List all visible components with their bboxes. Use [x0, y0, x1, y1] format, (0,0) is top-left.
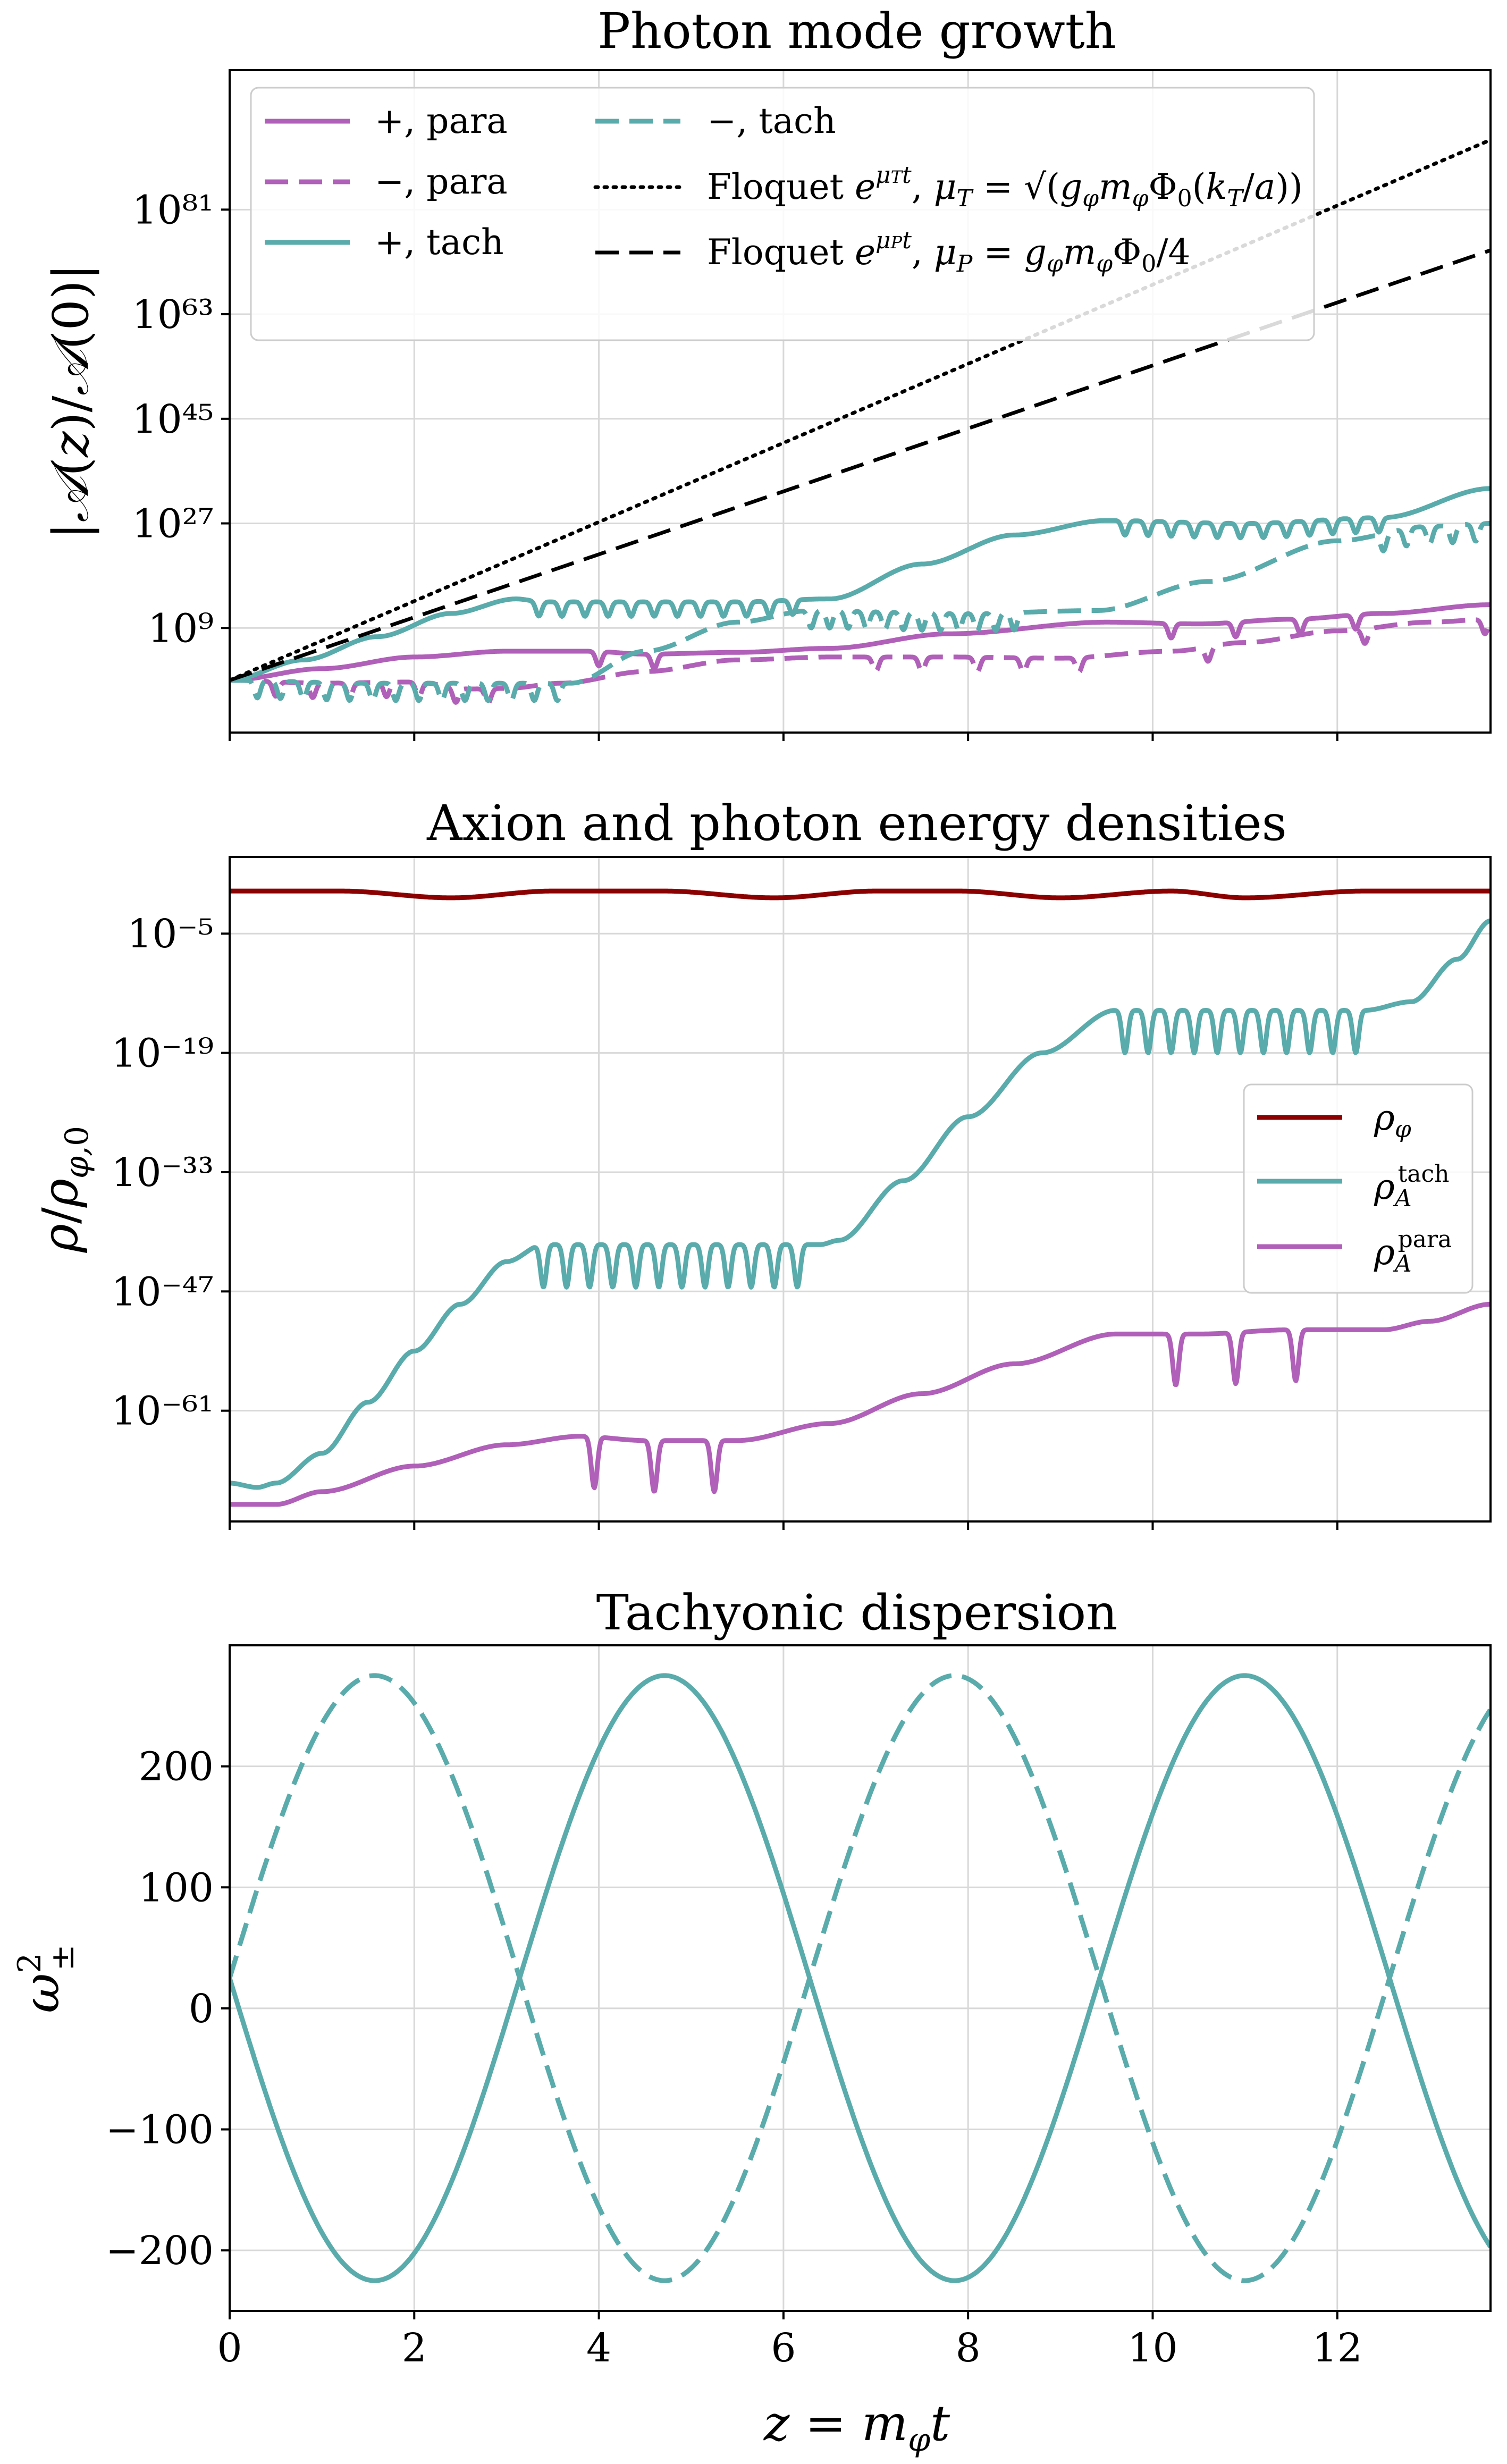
panel-tachyonic-dispersion: Tachyonic dispersion 0 2 4 6 8 10 12 200 100 0 −10… — [11, 1584, 1492, 2459]
panel2-axes-frame — [229, 856, 1492, 1523]
legend-label: Floquet eμPt, μP = gφmφΦ0/4 — [707, 227, 1190, 277]
panel1-legend: +, para −, para +, tach −, tach Floquet … — [250, 87, 1315, 341]
legend-label: +, tach — [375, 222, 504, 263]
series-line--a-tach — [230, 918, 1491, 1490]
y-tick-label: 10⁴⁵ — [132, 397, 214, 442]
series-line-- — [230, 888, 1491, 901]
series-line--a-para — [230, 1301, 1491, 1507]
panel3-title: Tachyonic dispersion — [596, 1584, 1118, 1641]
panel1-ticks: 10⁹ 10²⁷ 10⁴⁵ 10⁶³ 10⁸¹ — [132, 187, 1338, 741]
panel3-ticks: 0 2 4 6 8 10 12 200 100 0 −100 −200 — [106, 1744, 1362, 2371]
legend-label: −, tach — [707, 100, 836, 141]
panel2-ticks: 10⁻⁵ 10⁻¹⁹ 10⁻³³ 10⁻⁴⁷ 10⁻⁶¹ — [111, 911, 1338, 1530]
y-tick-label: 10⁹ — [148, 606, 214, 651]
legend-entry-rho-phi: ρφ — [1257, 1097, 1411, 1143]
series-line-floquet-e-t-t-t-g-m-k-t-a- — [230, 138, 1491, 683]
panel3-ylabel: ω2± — [11, 1944, 81, 2013]
legend-label: ρAtach — [1374, 1160, 1450, 1212]
legend-entry-floquet-tachyonic: Floquet eμTt, μT = √(gφmφΦ0(kT/a)) — [593, 162, 1303, 212]
panel-energy-densities: Axion and photon energy densities 10⁻⁵10… — [32, 795, 1492, 1530]
series-line--para — [230, 602, 1491, 683]
panel2-plot-area — [230, 888, 1491, 1507]
series-line-- — [230, 1673, 1491, 2283]
panel3-xlabel: z = mφt — [763, 2395, 950, 2459]
x-tick-label: 0 — [217, 2325, 242, 2371]
legend-entry-minus-tach: −, tach — [595, 100, 836, 141]
y-tick-label: 100 — [139, 1865, 214, 1911]
panel2-ylabel: ρ/ρφ,0 — [32, 1126, 96, 1253]
legend-label: −, para — [375, 161, 508, 202]
x-tick-label: 2 — [402, 2325, 427, 2371]
y-tick-label: 200 — [139, 1744, 214, 1790]
legend-entry-rho-a-tach: ρAtach — [1257, 1160, 1450, 1212]
y-tick-label: −100 — [106, 2107, 214, 2153]
y-tick-label: 10⁻⁵ — [127, 911, 214, 957]
legend-entry-plus-tach: +, tach — [265, 222, 504, 263]
legend-entry-minus-para: −, para — [265, 161, 508, 202]
y-tick-label: 10⁶³ — [132, 292, 214, 338]
x-tick-label: 6 — [771, 2325, 796, 2371]
panel1-ylabel: |𝒜(z)/𝒜(0)| — [43, 264, 99, 539]
y-tick-label: 10⁻⁴⁷ — [111, 1269, 214, 1315]
series-line--para — [230, 617, 1491, 706]
panel1-axes-frame — [229, 69, 1492, 734]
legend-entry-plus-para: +, para — [265, 100, 508, 141]
legend-entry-rho-a-para: ρApara — [1257, 1226, 1452, 1277]
panel3-plot-area — [230, 1673, 1491, 2283]
x-tick-label: 10 — [1127, 2325, 1177, 2371]
x-tick-label: 4 — [586, 2325, 611, 2371]
legend-label: Floquet eμTt, μT = √(gφmφΦ0(kT/a)) — [707, 162, 1303, 212]
y-tick-label: 10⁻³³ — [111, 1150, 214, 1196]
panel1-title: Photon mode growth — [597, 3, 1116, 60]
panel2-legend-box — [1243, 1083, 1474, 1294]
y-tick-label: 10⁸¹ — [132, 187, 214, 233]
y-tick-label: 0 — [189, 1986, 214, 2032]
panel-photon-mode-growth: Photon mode growth 10⁹ 10²⁷ 10⁴⁵ 10⁶³ 10⁸¹ |… — [43, 3, 1492, 741]
panel3-axes-frame — [229, 1644, 1492, 2312]
y-tick-label: −200 — [106, 2228, 214, 2274]
legend-label: ρφ — [1374, 1097, 1411, 1143]
series-line--tach — [230, 486, 1491, 683]
x-tick-label: 12 — [1312, 2325, 1362, 2371]
x-tick-label: 8 — [956, 2325, 981, 2371]
legend-label: ρApara — [1374, 1226, 1452, 1277]
legend-label: +, para — [375, 100, 508, 141]
panel1-legend-box — [250, 87, 1315, 341]
panel2-legend: ρφ ρAtach ρApara — [1243, 1083, 1474, 1294]
series-line--tach — [230, 521, 1491, 703]
panel3-grid — [229, 1645, 1491, 2311]
series-line-- — [230, 1673, 1491, 2283]
y-tick-label: 10²⁷ — [132, 501, 214, 547]
y-tick-label: 10⁻⁶¹ — [111, 1389, 214, 1434]
panel2-title: Axion and photon energy densities — [426, 795, 1287, 852]
y-tick-label: 10⁻¹⁹ — [111, 1031, 214, 1077]
